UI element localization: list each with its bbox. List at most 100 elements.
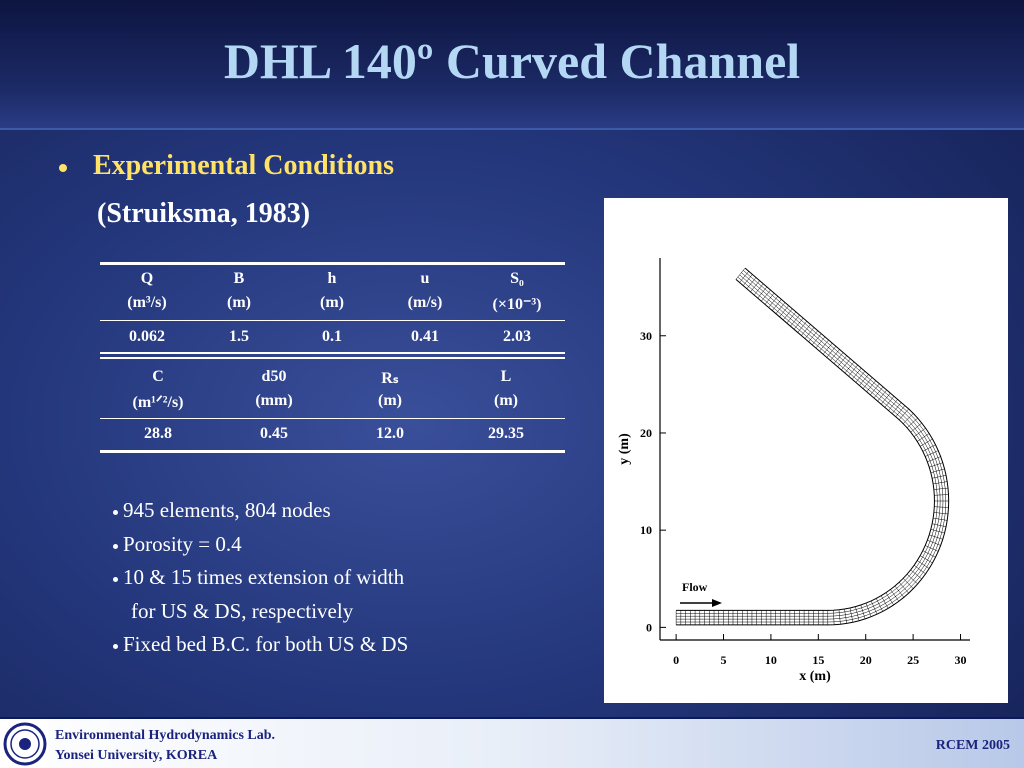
table-cell: 0.062 xyxy=(129,328,165,345)
note-bullet xyxy=(113,509,118,515)
mesh-cross xyxy=(930,529,945,534)
mesh-cross xyxy=(925,545,939,552)
mesh-cross xyxy=(875,598,883,612)
note: Porosity = 0.4 xyxy=(113,532,242,557)
mesh-cross xyxy=(888,399,898,411)
mesh-cross xyxy=(917,433,930,442)
mesh-cross xyxy=(838,609,841,625)
mesh-cross xyxy=(898,408,909,420)
mesh-cross xyxy=(761,289,771,302)
mesh-cross xyxy=(903,578,914,589)
logo xyxy=(2,721,48,767)
mesh-cross xyxy=(884,396,895,408)
table-cell: 12.0 xyxy=(376,425,404,442)
mesh-cross xyxy=(793,317,804,330)
mesh-cross xyxy=(910,422,922,433)
mesh-cross xyxy=(790,314,800,327)
table-cell: 28.8 xyxy=(144,425,172,442)
mesh-cross xyxy=(932,523,947,528)
mesh-cross xyxy=(830,349,840,361)
footer-lab: Environmental Hydrodynamics Lab. xyxy=(55,728,276,743)
mesh-cross xyxy=(768,296,778,308)
column-name: C xyxy=(152,368,164,385)
table-cell: 2.03 xyxy=(503,328,531,345)
y-tick-label: 0 xyxy=(646,620,652,634)
mesh-cross xyxy=(772,299,782,311)
title: DHL 140º Curved Channel xyxy=(223,33,801,89)
mesh-cross xyxy=(866,380,877,392)
mesh-cross xyxy=(895,405,906,417)
mesh-line xyxy=(676,278,935,611)
y-tick-label: 20 xyxy=(640,426,652,440)
title-band xyxy=(0,0,1024,130)
mesh-cross xyxy=(826,346,837,358)
mesh-cross xyxy=(929,534,943,540)
mesh-cross xyxy=(870,600,878,615)
mesh-cross xyxy=(898,582,909,594)
mesh-cross xyxy=(891,402,902,414)
mesh-cross xyxy=(849,607,854,623)
mesh-cross xyxy=(930,468,945,473)
mesh-cross xyxy=(844,361,855,374)
note-bullet xyxy=(113,543,118,549)
mesh-cross xyxy=(779,305,789,317)
mesh-cross xyxy=(933,512,949,515)
mesh-cross xyxy=(746,277,757,289)
table-cell: 0.45 xyxy=(260,425,288,442)
flow-arrowhead xyxy=(712,599,722,607)
mesh-cross xyxy=(753,283,764,296)
x-tick-label: 20 xyxy=(860,653,872,667)
mesh-cross xyxy=(851,367,862,380)
mesh-line xyxy=(676,274,941,617)
mesh-cross xyxy=(929,462,943,468)
column-unit: (m) xyxy=(320,294,344,311)
mesh-cross xyxy=(815,336,826,349)
note-text: 945 elements, 804 nodes xyxy=(123,498,331,522)
mesh-cross xyxy=(910,569,922,580)
mesh-cross xyxy=(782,308,793,321)
mesh-cross xyxy=(933,481,948,485)
column-name: S₀ xyxy=(510,270,524,287)
mesh-cross xyxy=(934,506,949,508)
column-name: u xyxy=(420,270,430,287)
mesh-cross xyxy=(801,324,811,336)
column-name: d50 xyxy=(261,368,287,385)
mesh-cross xyxy=(775,302,786,314)
column-unit: (mm) xyxy=(255,392,293,409)
mesh-cross xyxy=(844,608,847,624)
x-tick-label: 30 xyxy=(955,653,967,667)
mesh-cross xyxy=(885,592,894,606)
mesh-cross xyxy=(865,603,872,617)
bullet xyxy=(59,164,67,172)
mesh-cross xyxy=(922,550,936,558)
mesh-cross xyxy=(837,355,847,367)
mesh-cross xyxy=(880,595,889,609)
table-rule xyxy=(100,418,565,419)
mesh-cross xyxy=(927,539,941,546)
note: 945 elements, 804 nodes xyxy=(113,498,331,523)
mesh-cross xyxy=(906,417,918,429)
mesh-cross xyxy=(933,487,949,490)
mesh-cross xyxy=(862,377,873,389)
mesh-cross xyxy=(797,321,808,333)
table-rule xyxy=(100,262,565,265)
mesh-cross xyxy=(873,386,884,399)
mesh-cross xyxy=(757,286,768,299)
mesh-cross xyxy=(913,427,926,437)
mesh-cross xyxy=(848,364,858,377)
mesh-line xyxy=(676,267,950,626)
table-cell: 0.41 xyxy=(411,328,439,345)
x-axis-label: x (m) xyxy=(799,669,831,684)
mesh-cross xyxy=(822,342,833,355)
x-tick-label: 10 xyxy=(765,653,777,667)
mesh-cross xyxy=(833,610,835,625)
mesh-cross xyxy=(922,444,936,452)
x-tick-label: 5 xyxy=(721,653,727,667)
mesh-cross xyxy=(925,450,939,457)
column-name: h xyxy=(327,270,337,287)
column-name: B xyxy=(233,270,245,287)
mesh-cross xyxy=(934,494,949,496)
column-name: Q xyxy=(140,270,154,287)
y-tick-label: 10 xyxy=(640,523,652,537)
